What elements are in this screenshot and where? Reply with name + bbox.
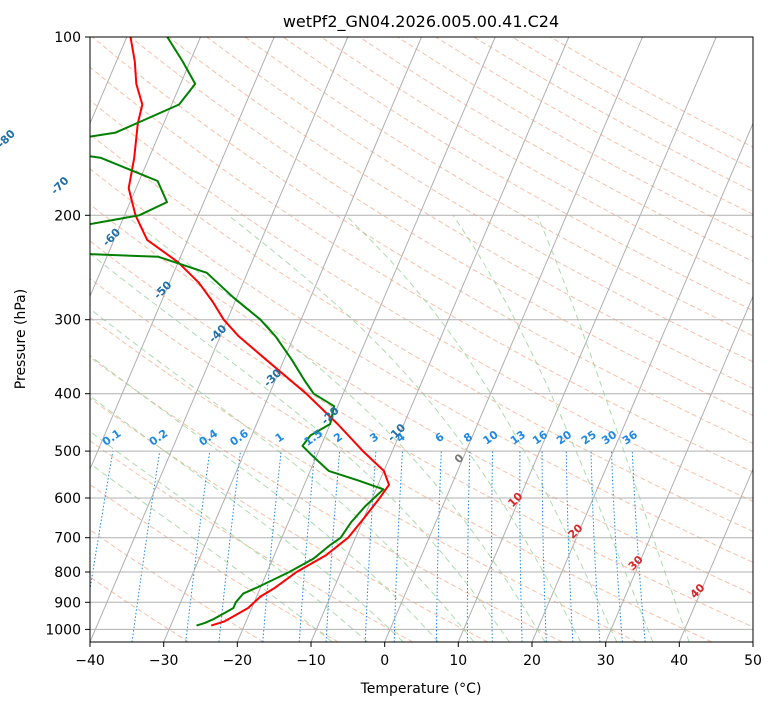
mixing-ratio-line [218, 451, 241, 642]
y-tick-label: 800 [54, 565, 81, 581]
x-axis-title: Temperature (°C) [360, 681, 482, 697]
isotherm-line [384, 37, 643, 642]
moist-adiabat-line [90, 462, 333, 642]
dry-adiabat-line [90, 168, 753, 563]
isotherm-line [457, 37, 717, 642]
dry-adiabat-line [168, 37, 753, 389]
moist-adiabat-line [452, 215, 654, 642]
x-tick-label: −30 [149, 653, 179, 669]
mixing-ratio-line [325, 451, 341, 642]
moist-adiabat-line [536, 215, 690, 642]
moist-adiabat-line [90, 355, 439, 642]
isotherm-line [605, 295, 753, 642]
y-tick-label: 100 [54, 30, 81, 46]
isotherm-line [90, 37, 275, 471]
dry-adiabat-line [90, 356, 563, 642]
mixing-ratio-line [466, 451, 471, 642]
mixing-ratio-line [519, 451, 523, 642]
dry-adiabat-line [90, 278, 712, 642]
mixing-ratio-line [611, 451, 623, 642]
y-tick-label: 400 [54, 387, 81, 403]
dry-adiabat-line [90, 240, 753, 628]
grid-layer [90, 37, 753, 642]
dry-adiabat-line [206, 37, 753, 363]
dewpoint-profile-line [90, 37, 385, 627]
isotherm-line [236, 37, 496, 642]
x-tick-label: 20 [523, 653, 541, 669]
profile-layer [90, 37, 390, 627]
x-tick-label: 0 [380, 653, 389, 669]
moist-adiabat-line [125, 214, 546, 642]
moist-adiabat-line [345, 214, 618, 642]
y-tick-label: 300 [54, 313, 81, 329]
dry-adiabat-line [90, 99, 753, 502]
x-tick-label: −20 [223, 653, 253, 669]
isotherm-line [531, 122, 753, 642]
x-tick-label: 10 [449, 653, 467, 669]
mixing-ratio-line [590, 451, 601, 642]
dry-adiabat-line [90, 203, 753, 595]
dry-adiabat-line [90, 66, 753, 473]
isotherm-line [310, 37, 570, 642]
isotherm-line [90, 37, 349, 642]
x-tick-label: 40 [670, 653, 688, 669]
mixing-ratio-line [393, 451, 403, 642]
y-tick-label: 900 [54, 595, 81, 611]
mixing-ratio-line [541, 451, 547, 642]
isotherm-line [163, 37, 422, 642]
moist-adiabat-line [90, 395, 404, 642]
moist-adiabat-line [90, 252, 510, 642]
chart-title: wetPf2_GN04.2026.005.00.41.C24 [283, 12, 559, 32]
y-tick-label: 600 [54, 491, 81, 507]
dry-adiabat-line [282, 37, 753, 312]
plot-area [90, 37, 753, 642]
isotherm-line [678, 467, 753, 642]
mixing-ratio-line [565, 451, 574, 642]
y-axis-title: Pressure (hPa) [13, 289, 29, 389]
dry-adiabat-line [90, 529, 264, 642]
y-tick-label: 1000 [45, 622, 81, 638]
y-tick-label: 700 [54, 531, 81, 547]
dry-adiabat-line [90, 316, 638, 642]
dry-adiabat-line [90, 133, 753, 533]
mixing-ratio-line [435, 451, 442, 642]
x-tick-label: 30 [597, 653, 615, 669]
axes-layer: −40 −30 −20 −10 0 10 20 30 40 50 100 200 300 400 500 60… [45, 30, 762, 669]
moist-adiabat-line [228, 214, 582, 642]
isotherm-line [90, 37, 201, 298]
dry-adiabat-line [244, 37, 753, 337]
dry-adiabat-line [90, 397, 488, 642]
plot-frame [89, 36, 754, 643]
mixing-ratio-line [262, 451, 282, 642]
moist-adiabat-line [90, 308, 475, 642]
temperature-profile-line [127, 37, 390, 627]
y-tick-label: 500 [54, 444, 81, 460]
y-tick-label: 200 [54, 208, 81, 224]
mixing-ratio-line [364, 451, 377, 642]
x-tick-label: −10 [296, 653, 326, 669]
x-tick-label: −40 [75, 653, 105, 669]
x-tick-label: 50 [744, 653, 762, 669]
